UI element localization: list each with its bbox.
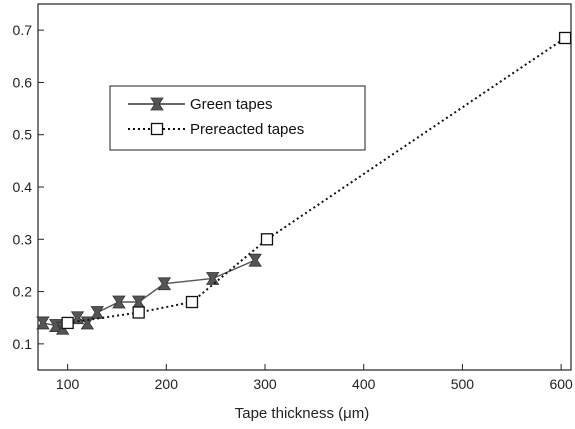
y-tick-label: 0.5 (13, 127, 33, 143)
x-axis: 100 200 300 400 500 600 (56, 364, 573, 392)
data-point (112, 295, 126, 309)
series-1 (61, 31, 572, 330)
x-tick-label: 300 (253, 376, 277, 392)
legend-box (109, 85, 366, 151)
data-point (248, 253, 262, 267)
legend: Green tapes Prereacted tapes (109, 85, 366, 151)
data-point (205, 272, 220, 285)
y-tick-label: 0.4 (13, 179, 33, 195)
x-tick-label: 200 (155, 376, 179, 392)
legend-label-green: Green tapes (190, 96, 273, 113)
data-point (61, 316, 74, 330)
data-point (260, 233, 274, 246)
legend-marker-symbol (150, 97, 164, 111)
x-axis-title: Tape thickness (μm) (235, 405, 370, 422)
x-tick-label: 500 (451, 376, 475, 392)
series-0 (36, 253, 262, 335)
legend-marker-green (150, 97, 164, 111)
y-tick-label: 0.3 (13, 231, 33, 247)
data-point (70, 311, 85, 325)
series-line (67, 37, 566, 324)
data-point (132, 306, 145, 319)
y-tick-label: 0.6 (13, 74, 33, 90)
legend-marker-prereacted (150, 122, 164, 136)
series-layer (36, 31, 572, 335)
x-tick-label: 400 (352, 376, 376, 392)
legend-label-prereacted: Prereacted tapes (190, 121, 304, 138)
x-tick-label: 600 (549, 376, 573, 392)
data-point (185, 295, 199, 309)
x-tick-label: 100 (56, 376, 80, 392)
data-point (157, 277, 172, 291)
y-tick-label: 0.1 (13, 336, 33, 352)
legend-marker-symbol (150, 122, 164, 136)
y-axis: 0.1 0.2 0.3 0.4 0.5 0.6 0.7 (13, 22, 44, 352)
data-point (36, 316, 50, 330)
y-tick-label: 0.2 (13, 284, 33, 300)
y-tick-label: 0.7 (13, 22, 33, 38)
data-point (90, 306, 104, 319)
data-point (558, 31, 572, 45)
